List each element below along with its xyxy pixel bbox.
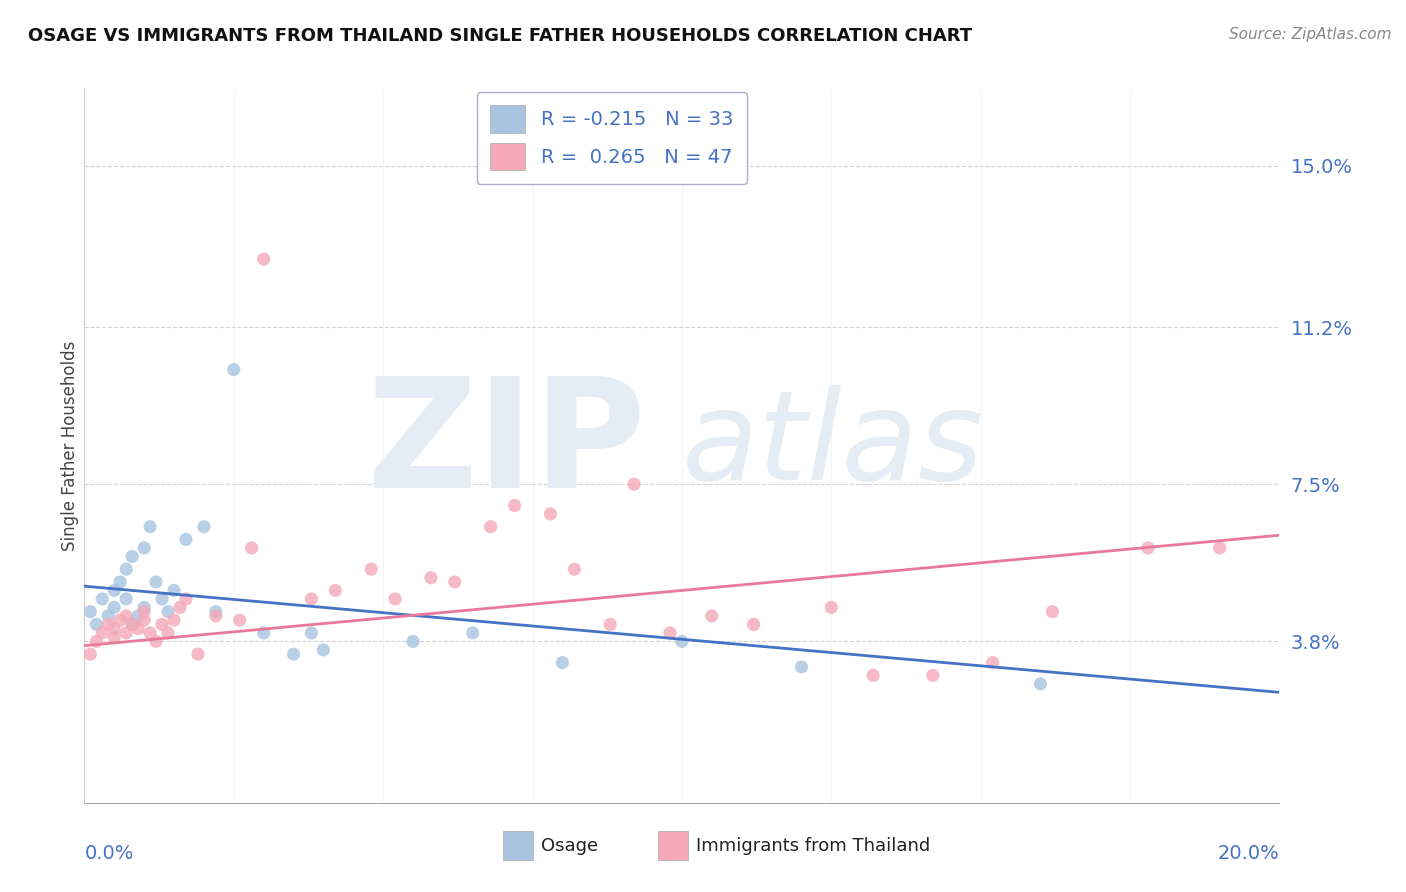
Point — [671, 634, 693, 648]
Point — [1042, 605, 1064, 619]
Point — [86, 634, 108, 648]
Point — [981, 656, 1004, 670]
Point — [240, 541, 263, 555]
Point — [150, 617, 173, 632]
Point — [91, 626, 114, 640]
Point — [790, 660, 813, 674]
Point — [301, 626, 323, 640]
Point — [862, 668, 884, 682]
Point — [115, 562, 138, 576]
Point — [115, 591, 138, 606]
Point — [157, 605, 180, 619]
Point — [132, 541, 156, 555]
Point — [132, 605, 156, 619]
Point — [222, 362, 245, 376]
Point — [228, 613, 252, 627]
Legend: R = -0.215   N = 33, R =  0.265   N = 47: R = -0.215 N = 33, R = 0.265 N = 47 — [477, 92, 747, 184]
Text: Source: ZipAtlas.com: Source: ZipAtlas.com — [1229, 27, 1392, 42]
Point — [127, 622, 149, 636]
Point — [384, 591, 406, 606]
Text: 20.0%: 20.0% — [1218, 845, 1279, 863]
Point — [86, 617, 108, 632]
Point — [157, 626, 180, 640]
Point — [110, 574, 132, 589]
FancyBboxPatch shape — [503, 831, 533, 860]
Point — [79, 605, 101, 619]
Point — [139, 626, 162, 640]
Point — [145, 574, 167, 589]
Point — [360, 562, 382, 576]
Point — [1209, 541, 1232, 555]
Point — [312, 643, 335, 657]
Point — [700, 608, 723, 623]
Point — [205, 605, 228, 619]
Point — [163, 613, 186, 627]
Point — [820, 600, 842, 615]
Text: OSAGE VS IMMIGRANTS FROM THAILAND SINGLE FATHER HOUSEHOLDS CORRELATION CHART: OSAGE VS IMMIGRANTS FROM THAILAND SINGLE… — [28, 27, 972, 45]
Point — [420, 571, 443, 585]
Point — [253, 252, 276, 266]
Point — [132, 600, 156, 615]
Point — [1029, 677, 1052, 691]
Point — [444, 574, 467, 589]
Point — [174, 591, 197, 606]
Point — [174, 533, 197, 547]
Point — [169, 600, 191, 615]
Point — [115, 626, 138, 640]
Point — [187, 647, 209, 661]
Point — [121, 617, 143, 632]
Point — [623, 477, 645, 491]
Point — [205, 608, 228, 623]
Point — [103, 622, 125, 636]
Text: Osage: Osage — [541, 837, 598, 855]
Point — [659, 626, 682, 640]
Point — [103, 600, 125, 615]
Point — [79, 647, 101, 661]
Point — [121, 549, 143, 564]
Point — [97, 617, 120, 632]
Point — [145, 634, 167, 648]
Point — [479, 519, 502, 533]
Point — [599, 617, 621, 632]
Point — [461, 626, 484, 640]
Point — [503, 499, 526, 513]
Point — [551, 656, 574, 670]
Point — [1137, 541, 1160, 555]
Point — [163, 583, 186, 598]
Point — [150, 591, 173, 606]
Point — [110, 613, 132, 627]
Point — [402, 634, 425, 648]
Text: Immigrants from Thailand: Immigrants from Thailand — [696, 837, 931, 855]
Point — [132, 613, 156, 627]
Point — [97, 608, 120, 623]
Point — [325, 583, 347, 598]
Point — [121, 617, 143, 632]
Point — [253, 626, 276, 640]
Point — [283, 647, 305, 661]
Point — [91, 591, 114, 606]
Text: atlas: atlas — [682, 385, 984, 507]
Point — [103, 630, 125, 644]
Text: 0.0%: 0.0% — [84, 845, 134, 863]
Point — [301, 591, 323, 606]
Point — [193, 519, 215, 533]
Y-axis label: Single Father Households: Single Father Households — [62, 341, 80, 551]
Point — [922, 668, 945, 682]
Point — [127, 608, 149, 623]
Text: ZIP: ZIP — [367, 371, 647, 521]
Point — [742, 617, 765, 632]
Point — [540, 507, 562, 521]
Point — [139, 519, 162, 533]
Point — [115, 608, 138, 623]
Point — [103, 583, 125, 598]
FancyBboxPatch shape — [658, 831, 688, 860]
Point — [564, 562, 586, 576]
